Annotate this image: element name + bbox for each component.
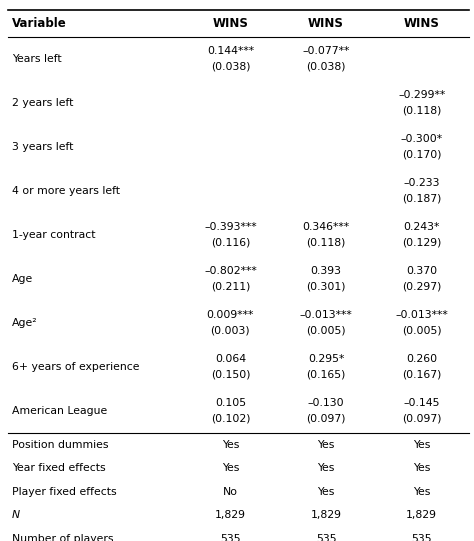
Text: Yes: Yes (222, 440, 239, 450)
Text: 1-year contract: 1-year contract (12, 230, 95, 240)
Text: No: No (223, 487, 238, 497)
Text: Yes: Yes (413, 440, 430, 450)
Text: (0.118): (0.118) (306, 238, 346, 248)
Text: (0.170): (0.170) (402, 150, 441, 160)
Text: WINS: WINS (308, 17, 344, 30)
Text: Yes: Yes (318, 487, 335, 497)
Text: (0.165): (0.165) (306, 370, 346, 380)
Text: Years left: Years left (12, 54, 62, 64)
Text: 0.009***: 0.009*** (207, 310, 254, 320)
Text: –0.299**: –0.299** (398, 90, 446, 100)
Text: 0.064: 0.064 (215, 354, 246, 364)
Text: Age: Age (12, 274, 33, 284)
Text: Year fixed effects: Year fixed effects (12, 463, 106, 473)
Text: (0.301): (0.301) (306, 282, 346, 292)
Text: (0.038): (0.038) (210, 62, 250, 72)
Text: 535: 535 (220, 534, 241, 541)
Text: (0.038): (0.038) (306, 62, 346, 72)
Text: Yes: Yes (413, 463, 430, 473)
Text: (0.003): (0.003) (210, 326, 250, 336)
Text: Yes: Yes (318, 440, 335, 450)
Text: 1,829: 1,829 (406, 510, 437, 520)
Text: (0.116): (0.116) (211, 238, 250, 248)
Text: (0.118): (0.118) (402, 106, 441, 116)
Text: –0.802***: –0.802*** (204, 266, 257, 276)
Text: (0.005): (0.005) (402, 326, 442, 336)
Text: (0.129): (0.129) (402, 238, 441, 248)
Text: Position dummies: Position dummies (12, 440, 109, 450)
Text: –0.013***: –0.013*** (395, 310, 448, 320)
Text: (0.097): (0.097) (306, 414, 346, 424)
Text: 0.295*: 0.295* (308, 354, 344, 364)
Text: –0.130: –0.130 (308, 398, 345, 408)
Text: (0.005): (0.005) (306, 326, 346, 336)
Text: 0.243*: 0.243* (403, 222, 440, 232)
Text: 1,829: 1,829 (215, 510, 246, 520)
Text: 1,829: 1,829 (310, 510, 342, 520)
Text: WINS: WINS (404, 17, 440, 30)
Text: 535: 535 (411, 534, 432, 541)
Text: 0.393: 0.393 (310, 266, 342, 276)
Text: WINS: WINS (212, 17, 248, 30)
Text: (0.150): (0.150) (210, 370, 250, 380)
Text: 6+ years of experience: 6+ years of experience (12, 362, 139, 372)
Text: 3 years left: 3 years left (12, 142, 73, 152)
Text: Player fixed effects: Player fixed effects (12, 487, 117, 497)
Text: 4 or more years left: 4 or more years left (12, 186, 120, 196)
Text: Yes: Yes (413, 487, 430, 497)
Text: (0.167): (0.167) (402, 370, 441, 380)
Text: 2 years left: 2 years left (12, 98, 73, 108)
Text: –0.145: –0.145 (403, 398, 440, 408)
Text: 535: 535 (316, 534, 337, 541)
Text: (0.187): (0.187) (402, 194, 441, 204)
Text: Age²: Age² (12, 318, 37, 328)
Text: Yes: Yes (318, 463, 335, 473)
Text: (0.097): (0.097) (402, 414, 441, 424)
Text: N: N (12, 510, 20, 520)
Text: (0.102): (0.102) (210, 414, 250, 424)
Text: 0.144***: 0.144*** (207, 46, 254, 56)
Text: –0.393***: –0.393*** (204, 222, 257, 232)
Text: American League: American League (12, 406, 107, 416)
Text: Yes: Yes (222, 463, 239, 473)
Text: (0.297): (0.297) (402, 282, 441, 292)
Text: –0.013***: –0.013*** (300, 310, 353, 320)
Text: 0.260: 0.260 (406, 354, 438, 364)
Text: (0.211): (0.211) (211, 282, 250, 292)
Text: –0.077**: –0.077** (302, 46, 350, 56)
Text: 0.346***: 0.346*** (302, 222, 350, 232)
Text: –0.233: –0.233 (403, 178, 440, 188)
Text: –0.300*: –0.300* (401, 134, 443, 144)
Text: Number of players: Number of players (12, 534, 113, 541)
Text: 0.105: 0.105 (215, 398, 246, 408)
Text: Variable: Variable (12, 17, 67, 30)
Text: 0.370: 0.370 (406, 266, 438, 276)
